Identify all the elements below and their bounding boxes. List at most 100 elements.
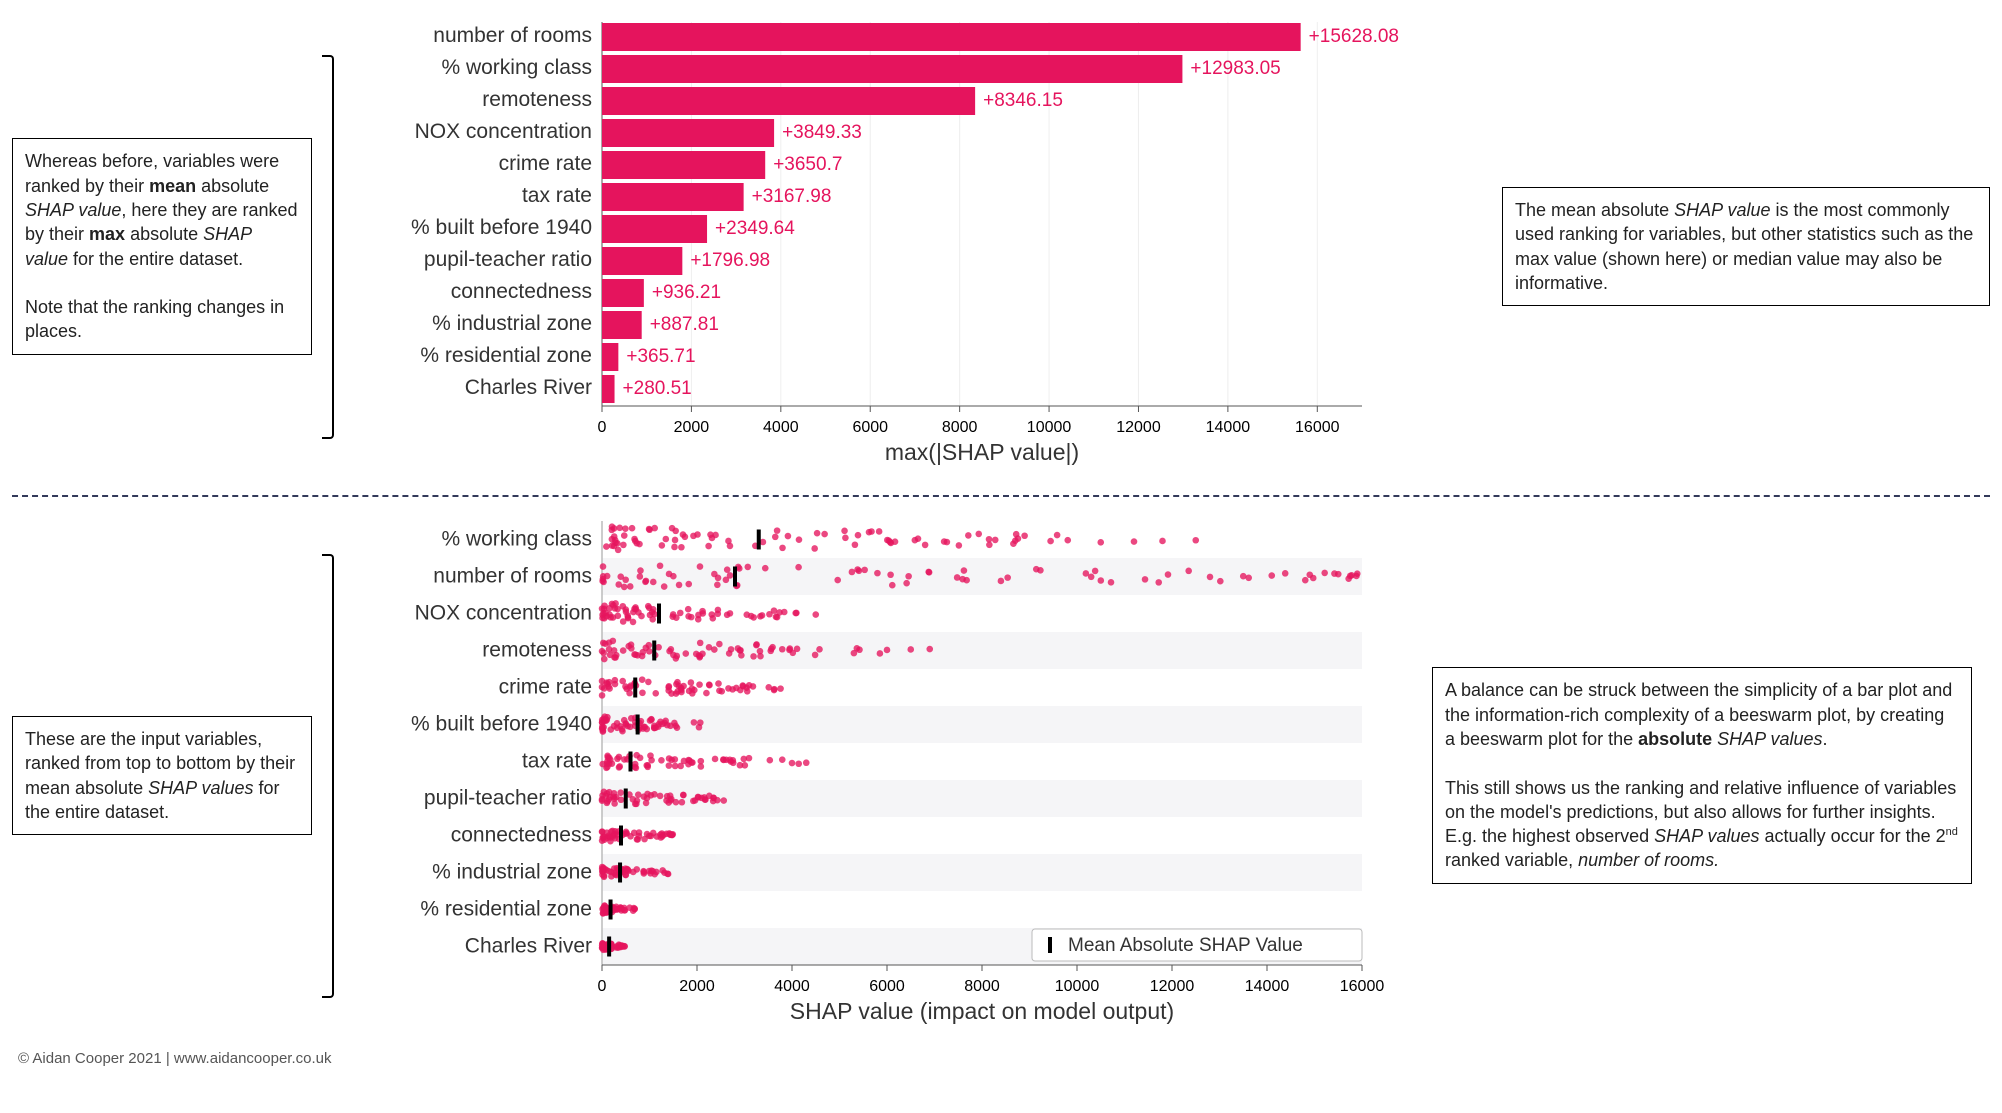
swarm-dot [629, 525, 636, 532]
swarm-outlier-dot [1207, 574, 1214, 581]
swarm-dot [692, 797, 699, 804]
swarm-dot [665, 799, 672, 806]
swarm-dot [834, 577, 841, 584]
bar-category-label: tax rate [522, 184, 592, 207]
bar [602, 23, 1301, 51]
swarm-dot [606, 646, 613, 653]
swarm-dot [655, 644, 662, 651]
swarm-dot [621, 907, 628, 914]
swarm-category-label: % built before 1940 [411, 713, 592, 736]
swarm-dot [888, 540, 895, 547]
x-tick-label: 16000 [1340, 978, 1385, 995]
swarm-dot [604, 680, 611, 687]
bottom-right-column: A balance can be struck between the simp… [1412, 667, 1990, 883]
swarm-dot [746, 682, 753, 689]
swarm-dot [611, 654, 618, 661]
swarm-dot [697, 640, 704, 647]
swarm-dot [742, 762, 749, 769]
x-tick-label: 6000 [869, 978, 905, 995]
swarm-dot [855, 532, 862, 539]
bottom-chart-column: 0200040006000800010000120001400016000% w… [312, 507, 1412, 1044]
swarm-dot [623, 686, 630, 693]
swarm-dot [986, 541, 993, 548]
swarm-dot [680, 683, 687, 690]
swarm-dot [1155, 579, 1162, 586]
swarm-dot [661, 583, 668, 590]
swarm-dot [658, 834, 665, 841]
swarm-dot [612, 677, 619, 684]
swarm-dot [599, 797, 606, 804]
swarm-dot [599, 578, 606, 585]
swarm-dot [796, 536, 803, 543]
swarm-dot [671, 544, 678, 551]
swarm-dot [666, 762, 673, 769]
swarm-dot [727, 572, 734, 579]
swarm-dot [975, 531, 982, 538]
swarm-outlier-dot [907, 646, 914, 653]
swarm-dot [795, 564, 802, 571]
swarm-dot [600, 941, 607, 948]
swarm-dot [851, 650, 858, 657]
bar-value-label: +365.71 [626, 346, 695, 367]
swarm-dot [868, 528, 875, 535]
bar-category-label: connectedness [451, 280, 592, 303]
swarm-dot [715, 575, 722, 582]
swarm-dot [709, 535, 716, 542]
swarm-dot [861, 567, 868, 574]
swarm-dot [1004, 574, 1011, 581]
swarm-dot [609, 523, 616, 530]
swarm-outlier-dot [1192, 537, 1199, 544]
swarm-dot [1108, 579, 1115, 586]
bar [602, 343, 618, 371]
swarm-dot [600, 563, 607, 570]
bar [602, 215, 707, 243]
swarm-dot [706, 644, 713, 651]
bar [602, 183, 744, 211]
swarm-dot [926, 569, 933, 576]
swarm-dot [682, 533, 689, 540]
swarm-dot [659, 542, 666, 549]
swarm-dot [685, 606, 692, 613]
swarm-dot [779, 756, 786, 763]
swarm-dot [1321, 570, 1328, 577]
swarm-dot [1021, 532, 1028, 539]
swarm-dot [739, 682, 746, 689]
swarm-dot [842, 535, 849, 542]
swarm-dot [625, 615, 632, 622]
swarm-dot [602, 610, 609, 617]
swarm-dot [666, 755, 673, 762]
swarm-dot [726, 650, 733, 657]
swarm-dot [718, 688, 725, 695]
swarm-dot [841, 528, 848, 535]
swarm-dot [1217, 578, 1224, 585]
swarm-dot [750, 614, 757, 621]
swarm-dot [616, 525, 623, 532]
swarm-dot [849, 569, 856, 576]
x-tick-label: 2000 [674, 419, 710, 436]
swarm-dot [667, 831, 674, 838]
bar [602, 279, 644, 307]
swarm-category-label: remoteness [482, 639, 592, 662]
swarm-dot [621, 532, 628, 539]
swarm-dot [793, 610, 800, 617]
swarm-dot [856, 568, 863, 575]
swarm-dot [643, 762, 650, 769]
swarm-dot [642, 724, 649, 731]
swarm-dot [720, 757, 727, 764]
x-tick-label: 2000 [679, 978, 715, 995]
bar [602, 87, 975, 115]
swarm-dot [673, 690, 680, 697]
swarm-category-label: % working class [441, 528, 592, 551]
swarm-dot [641, 836, 648, 843]
swarm-dot [606, 639, 613, 646]
swarm-dot [658, 757, 665, 764]
swarm-dot [998, 578, 1005, 585]
swarm-dot [705, 543, 712, 550]
swarm-dot [607, 838, 614, 845]
bar [602, 55, 1182, 83]
swarm-category-label: crime rate [499, 676, 592, 699]
swarm-dot [729, 686, 736, 693]
swarm-dot [685, 613, 692, 620]
swarm-dot [637, 573, 644, 580]
swarm-dot [685, 761, 692, 768]
